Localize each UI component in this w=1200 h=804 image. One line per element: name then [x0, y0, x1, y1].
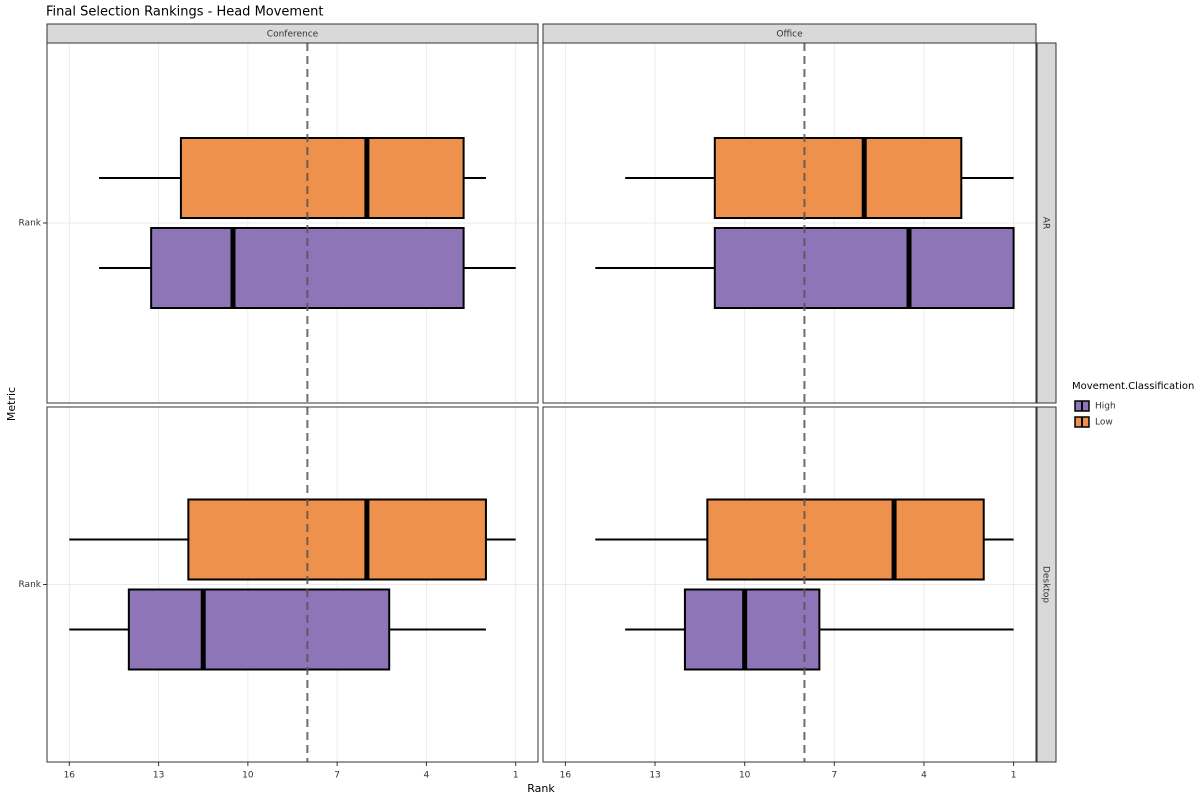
facet-label: Office [776, 30, 803, 40]
facet-strip [1036, 406, 1057, 763]
panel-border [46, 406, 539, 763]
legend-label: Low [1095, 418, 1113, 428]
x-tick-label: 4 [424, 771, 430, 781]
x-tick-label: 13 [649, 771, 660, 781]
panel-border [542, 406, 1037, 763]
x-tick-label: 4 [921, 771, 927, 781]
legend-title: Movement.Classification [1072, 381, 1194, 392]
y-tick-label: Rank [19, 219, 42, 229]
x-tick-label: 13 [153, 771, 164, 781]
panel-border [542, 42, 1037, 404]
box [713, 227, 1015, 309]
box [713, 137, 963, 219]
x-tick-label: 1 [513, 771, 519, 781]
x-tick-label: 1 [1011, 771, 1017, 781]
x-axis-title: Rank [527, 782, 555, 795]
box [683, 588, 821, 671]
y-tick-label: Rank [19, 580, 42, 590]
facet-label: Desktop [1041, 566, 1051, 603]
x-tick-label: 16 [560, 771, 572, 781]
x-tick-label: 16 [64, 771, 76, 781]
box [127, 588, 391, 671]
box [179, 137, 465, 219]
x-tick-label: 10 [739, 771, 751, 781]
facet-label: AR [1041, 217, 1051, 229]
box [187, 498, 487, 581]
x-tick-label: 10 [242, 771, 254, 781]
panel-border [46, 42, 539, 404]
y-axis-title: Metric [5, 387, 18, 421]
x-tick-label: 7 [831, 771, 837, 781]
x-tick-label: 7 [334, 771, 340, 781]
facet-label: Conference [267, 30, 319, 40]
facet-strip [1036, 42, 1057, 404]
chart-title: Final Selection Rankings - Head Movement [46, 5, 323, 20]
legend-label: High [1095, 402, 1116, 412]
box [706, 498, 985, 581]
